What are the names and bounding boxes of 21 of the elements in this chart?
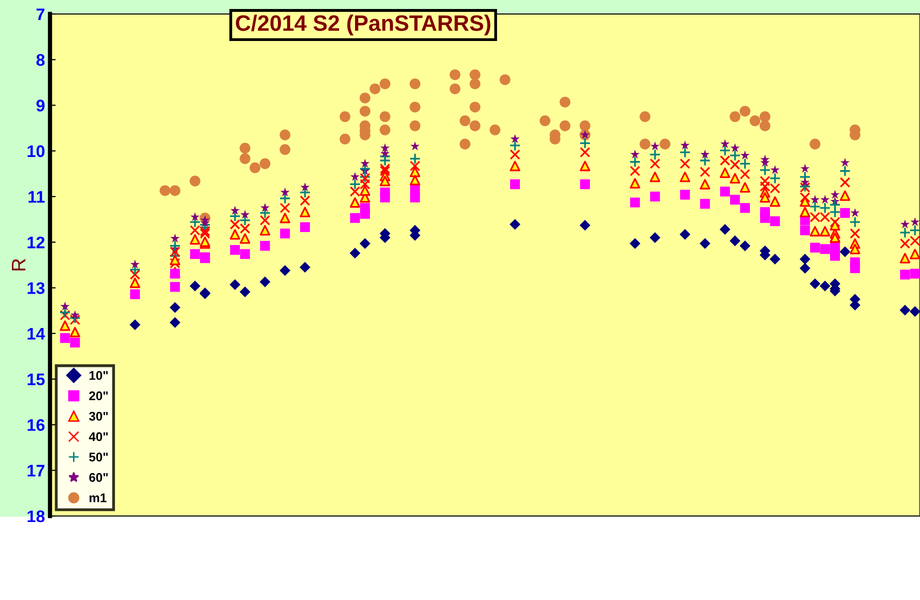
legend-label: 20" (89, 391, 108, 400)
y-tick-label: 11 (28, 191, 45, 203)
y-tick-label: 9 (36, 100, 45, 112)
y-tick-label: 14 (28, 328, 46, 340)
y-tick-label: 18 (28, 510, 45, 522)
y-tick-label: 15 (28, 374, 45, 386)
chart-title: C/2014 S2 (PanSTARRS) (236, 14, 490, 36)
legend-label: 10" (90, 371, 108, 380)
legend-label: m1 (90, 494, 106, 502)
y-tick-label: 10 (28, 145, 44, 158)
y-tick-label: 7 (36, 8, 44, 20)
legend-label: 40" (88, 432, 108, 442)
y-axis-title: R (12, 258, 26, 270)
y-tick-label: 13 (28, 282, 45, 294)
y-tick-label: 12 (28, 236, 44, 248)
y-tick-label: 16 (28, 419, 45, 431)
legend-label: 60" (89, 473, 108, 482)
legend-label: 50" (89, 452, 108, 462)
legend-label: 30" (89, 412, 108, 421)
y-tick-label: 8 (36, 54, 45, 66)
y-tick-label: 17 (28, 464, 44, 476)
